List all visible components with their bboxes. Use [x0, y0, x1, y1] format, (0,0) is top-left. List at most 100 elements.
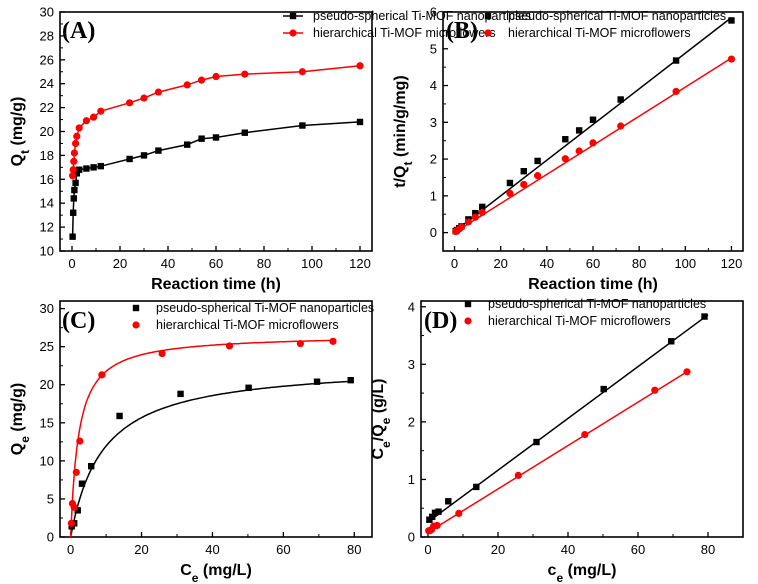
y-tick-label: 25 — [40, 339, 54, 354]
plot-frame — [442, 11, 744, 252]
data-point — [183, 81, 191, 89]
x-tick-label: 120 — [721, 256, 743, 271]
data-point — [455, 509, 463, 517]
y-tick-label: 4 — [430, 78, 437, 93]
data-point — [70, 503, 78, 511]
y-tick-label: 22 — [40, 100, 54, 115]
data-point — [329, 337, 337, 345]
legend-entry-2: hierarchical Ti-MOF microflowers — [283, 26, 496, 40]
data-point — [126, 99, 134, 107]
data-point — [728, 17, 735, 24]
data-point — [225, 342, 234, 350]
y-tick-label: 4 — [408, 299, 415, 314]
axis-label-part: t/Q — [392, 166, 409, 188]
data-point — [464, 218, 472, 226]
x-tick-label: 60 — [586, 256, 600, 271]
plot-frame — [59, 300, 373, 538]
data-point — [140, 94, 148, 102]
axis-subscript: e — [192, 571, 199, 584]
data-point — [506, 179, 514, 187]
data-point — [82, 117, 90, 125]
series-markers-1 — [68, 376, 354, 530]
chart-panel-b: 0 20 40 60 80 100 120 0 1 2 3 4 5 6 Reaction time (h) t… — [392, 5, 744, 293]
data-point — [506, 189, 514, 197]
data-point — [534, 172, 542, 180]
data-point — [72, 468, 80, 476]
data-point — [356, 118, 364, 126]
data-point — [520, 168, 527, 175]
axis-label-part: Q — [9, 443, 26, 455]
y-tick-label: 28 — [40, 28, 54, 43]
data-point — [471, 213, 479, 221]
plot-frame — [420, 300, 744, 538]
y-tick-label: 20 — [40, 124, 54, 139]
x-tick-label: 0 — [424, 542, 431, 557]
data-point — [514, 471, 522, 480]
data-point — [72, 139, 80, 148]
series-markers-1 — [452, 17, 735, 235]
legend-entry-2: hierarchical Ti-MOF microflowers — [132, 318, 339, 332]
data-point — [457, 223, 466, 231]
series-markers-1 — [69, 118, 364, 240]
x-tick-label: 80 — [257, 256, 271, 271]
legend: pseudo-spherical Ti-MOF nanoparticles hie… — [464, 297, 706, 328]
data-point — [198, 76, 206, 84]
data-point — [74, 507, 81, 514]
data-point — [651, 386, 659, 394]
legend-marker — [464, 300, 472, 308]
data-point — [73, 132, 81, 140]
chart-panel-a: 0 20 40 60 80 100 1201012141618202224262830Rea… — [9, 5, 531, 294]
legend-marker — [132, 304, 140, 312]
legend-marker — [484, 29, 492, 37]
axis-subscript: e — [556, 571, 563, 584]
legend-text: hierarchical Ti-MOF microflowers — [156, 318, 339, 332]
axis-label-part: C — [370, 447, 387, 459]
panel-label: (D) — [424, 308, 457, 334]
series-line-1 — [69, 380, 351, 537]
legend-entry-1: pseudo-spherical Ti-MOF nanoparticles — [464, 297, 706, 311]
data-point — [70, 149, 78, 157]
data-point — [72, 179, 79, 187]
axis-label-part: c — [548, 562, 557, 579]
series-lines — [71, 65, 361, 237]
axis-label-part: (mg/g) — [9, 383, 26, 436]
axis-subscript: e — [379, 417, 393, 424]
data-point — [347, 376, 354, 384]
legend: pseudo-spherical Ti-MOF nanoparticles hie… — [132, 301, 374, 332]
panel-label: (C) — [62, 308, 95, 334]
y-axis-label: Qe (mg/g) — [9, 383, 32, 455]
data-point — [431, 509, 439, 517]
series-lines — [454, 16, 732, 234]
x-tick-label: 40 — [561, 542, 575, 557]
series-markers-2 — [67, 337, 337, 527]
data-point — [83, 165, 90, 172]
y-tick-label: 1 — [408, 472, 415, 487]
axis-label-part: Q — [9, 154, 26, 166]
y-tick-label: 12 — [40, 220, 54, 235]
y-tick-label: 30 — [40, 5, 54, 20]
x-tick-label: 40 — [205, 542, 219, 557]
y-tick-label: 2 — [430, 152, 437, 167]
axis-subscript: t — [401, 162, 415, 166]
x-tick-label: 40 — [161, 256, 175, 271]
data-point — [589, 139, 597, 147]
series-line-2 — [71, 65, 361, 176]
data-point — [581, 430, 589, 439]
legend-marker — [289, 12, 297, 20]
data-point — [140, 152, 148, 159]
axis-label-part: (mg/L) — [198, 562, 251, 579]
data-point — [98, 371, 106, 379]
legend-text: pseudo-spherical Ti-MOF nanoparticles — [508, 9, 726, 23]
y-axis-label: Ce/Qe (g/L) — [370, 379, 393, 460]
x-tick-label: 80 — [701, 542, 715, 557]
y-tick-label: 0 — [430, 225, 437, 240]
data-point — [562, 136, 569, 143]
data-point — [356, 62, 364, 70]
y-tick-label: 0 — [47, 530, 54, 545]
legend-text: hierarchical Ti-MOF microflowers — [313, 26, 496, 40]
data-point — [241, 129, 248, 136]
data-point — [435, 508, 442, 515]
y-tick-label: 1 — [430, 188, 437, 203]
x-tick-label: 80 — [632, 256, 646, 271]
